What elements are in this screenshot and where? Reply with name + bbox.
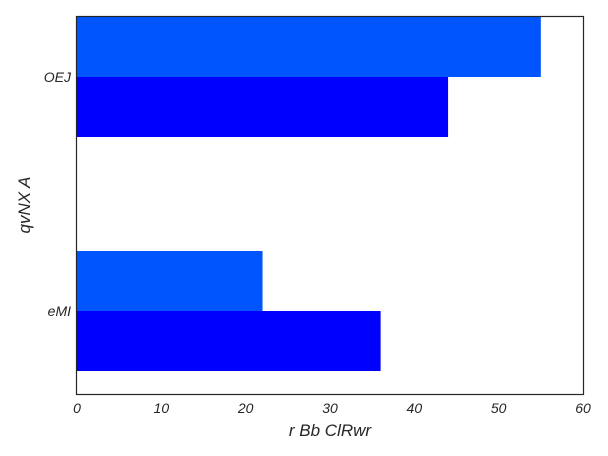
x-tick-label: 50 [491, 400, 507, 416]
y-tick-label-emi: eMI [48, 303, 71, 319]
x-tick-label: 40 [407, 400, 423, 416]
x-tick-label: 0 [73, 400, 81, 416]
bar-emi-series-2 [77, 311, 381, 371]
bars-group [77, 17, 541, 371]
plot-frame [75, 15, 585, 396]
x-tick-label: 30 [322, 400, 338, 416]
bar-emi-series-1 [77, 251, 263, 311]
bar-oej-series-1 [77, 17, 541, 77]
y-axis-ticks: OEJ eMI [44, 69, 72, 319]
y-tick-label-oej: OEJ [44, 69, 72, 85]
x-axis-ticks: 0 10 20 30 40 50 60 [73, 400, 591, 416]
x-tick-label: 60 [575, 400, 591, 416]
bar-oej-series-2 [77, 77, 449, 137]
y-axis-title: qvNX A [15, 176, 34, 233]
x-tick-label: 10 [154, 400, 170, 416]
x-axis-title: r Bb ClRwr [289, 421, 373, 440]
x-tick-label: 20 [237, 400, 254, 416]
